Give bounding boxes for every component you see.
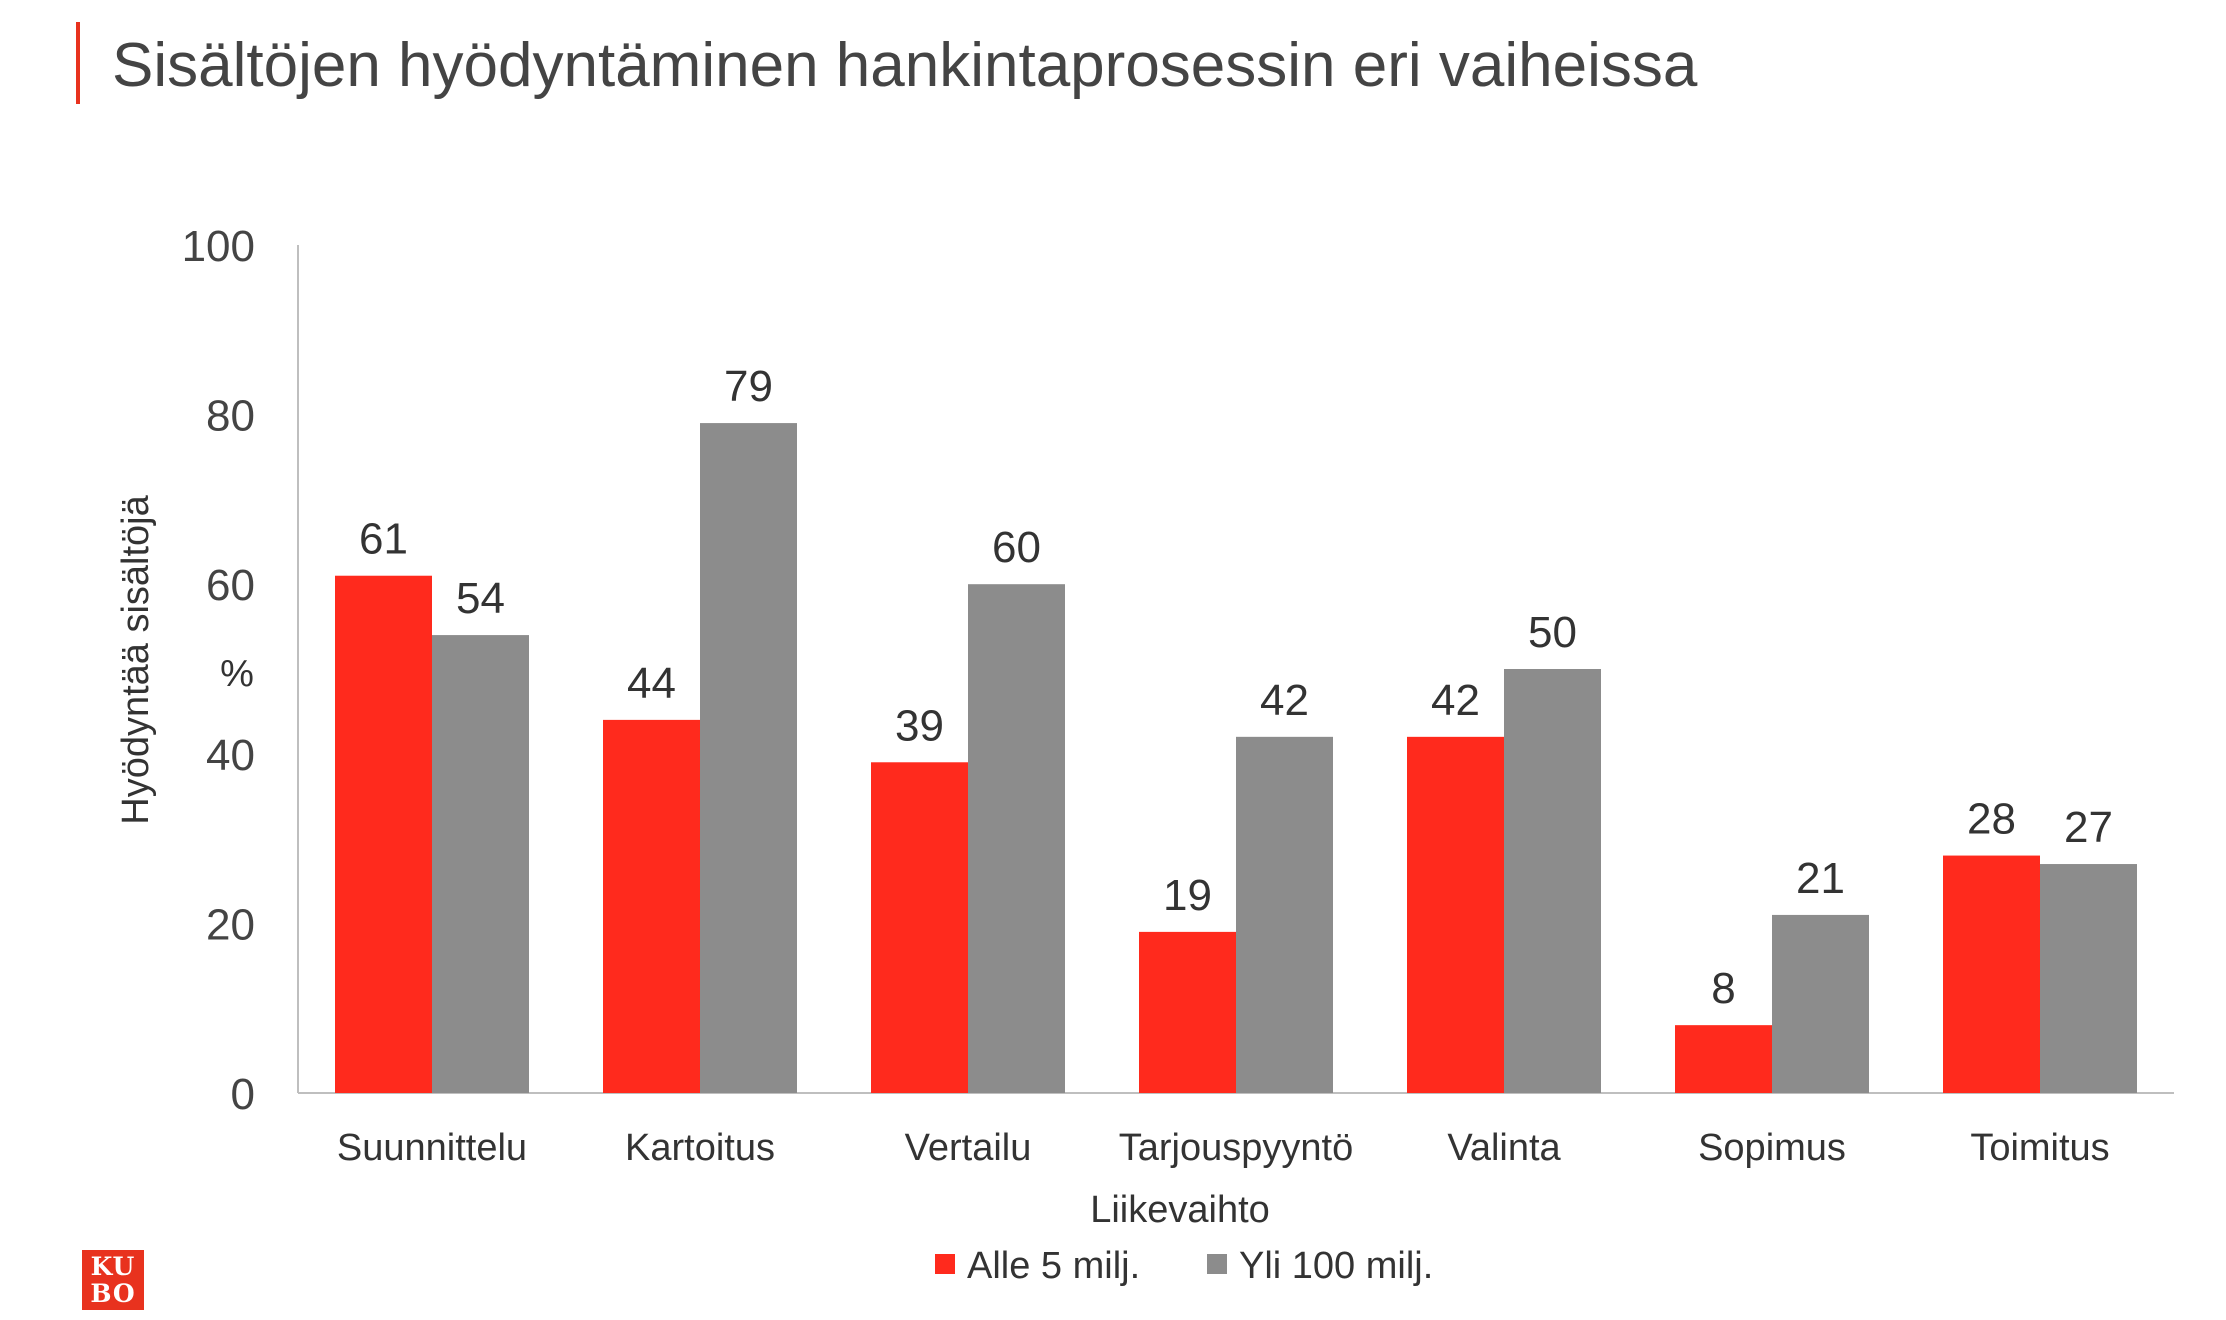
y-axis-label: Hyödyntää sisältöjä <box>115 494 157 824</box>
x-tick-label: Kartoitus <box>625 1127 775 1169</box>
x-tick-label: Tarjouspyyntö <box>1119 1127 1353 1169</box>
bar-yli-100 <box>968 584 1065 1093</box>
data-label: 79 <box>724 362 773 411</box>
kubo-logo: KU BO <box>82 1250 144 1310</box>
bar-yli-100 <box>1236 736 1333 1093</box>
y-tick-label: 80 <box>206 392 255 441</box>
bar-yli-100 <box>2040 864 2137 1093</box>
x-tick-label: Vertailu <box>905 1127 1032 1169</box>
page-title: Sisältöjen hyödyntäminen hankintaprosess… <box>112 31 1698 100</box>
y-tick-label: 0 <box>231 1070 255 1119</box>
legend-swatch <box>1207 1254 1227 1274</box>
y-tick-label: 40 <box>206 731 255 780</box>
bar-alle-5 <box>1139 931 1236 1093</box>
data-label: 8 <box>1711 964 1735 1013</box>
data-label: 50 <box>1528 608 1577 657</box>
y-tick-label: 60 <box>206 561 255 610</box>
data-label: 42 <box>1260 676 1309 725</box>
title-accent-bar <box>76 22 80 104</box>
bar-alle-5 <box>603 719 700 1093</box>
data-label: 21 <box>1796 854 1845 903</box>
bar-alle-5 <box>1943 855 2040 1093</box>
legend-entry: Yli 100 milj. <box>1239 1245 1433 1287</box>
bar-yli-100 <box>1772 914 1869 1093</box>
x-tick-label: Sopimus <box>1698 1127 1846 1169</box>
data-label: 28 <box>1967 795 2016 844</box>
x-tick-label: Toimitus <box>1970 1127 2109 1169</box>
x-tick-label: Valinta <box>1447 1127 1561 1169</box>
bar-yli-100 <box>700 423 797 1094</box>
bar-yli-100 <box>1504 669 1601 1093</box>
bar-alle-5 <box>1675 1025 1772 1093</box>
y-tick-label: 20 <box>206 900 255 949</box>
bar-yli-100 <box>432 635 529 1093</box>
legend-entry: Alle 5 milj. <box>967 1245 1140 1287</box>
data-label: 19 <box>1163 871 1212 920</box>
legend-swatch <box>935 1254 955 1274</box>
bar-alle-5 <box>1407 736 1504 1093</box>
y-axis-unit: % <box>220 653 254 695</box>
bar-alle-5 <box>871 762 968 1093</box>
x-tick-label: Suunnittelu <box>337 1127 527 1169</box>
data-label: 44 <box>627 659 676 708</box>
y-tick-label: 100 <box>182 222 255 271</box>
data-label: 61 <box>359 515 408 564</box>
data-label: 39 <box>895 701 944 750</box>
data-label: 27 <box>2064 803 2113 852</box>
data-label: 54 <box>456 574 505 623</box>
x-axis-label: Liikevaihto <box>1090 1189 1270 1231</box>
data-label: 42 <box>1431 676 1480 725</box>
bar-alle-5 <box>335 575 432 1093</box>
data-label: 60 <box>992 523 1041 572</box>
